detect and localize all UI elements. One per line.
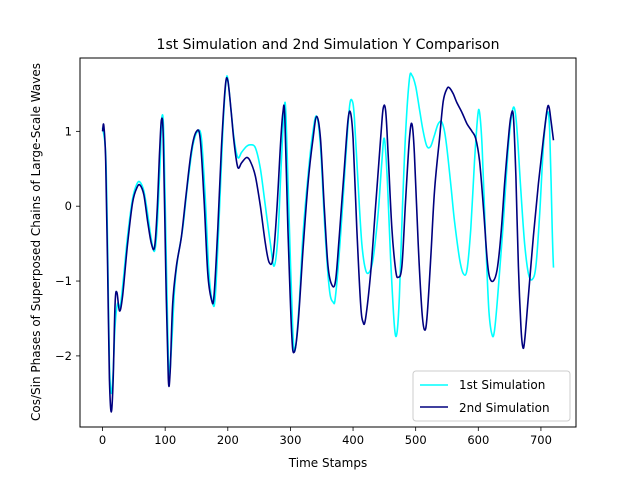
- legend-label-2nd-simulation: 2nd Simulation: [459, 401, 550, 415]
- plot-frame: [79, 57, 577, 428]
- x-tick-label: 700: [530, 433, 552, 447]
- y-tick-label: 1: [65, 124, 72, 138]
- series-line-2nd-simulation: [101, 77, 555, 413]
- x-tick-label: 500: [405, 433, 427, 447]
- x-axis-label: Time Stamps: [288, 456, 367, 470]
- x-tick-label: 600: [467, 433, 489, 447]
- y-tick-label: −2: [55, 349, 72, 363]
- y-tick-label: 0: [65, 199, 72, 213]
- x-tick-label: 300: [279, 433, 301, 447]
- x-tick-label: 100: [154, 433, 176, 447]
- y-axis: −2 −1 0 1: [55, 124, 80, 363]
- y-tick-label: −1: [55, 274, 72, 288]
- chart-title: 1st Simulation and 2nd Simulation Y Comp…: [157, 37, 500, 53]
- x-tick-label: 400: [342, 433, 364, 447]
- legend: 1st Simulation 2nd Simulation: [412, 370, 571, 422]
- x-axis: 0 100 200 300 400 500 600 700: [99, 427, 552, 447]
- y-axis-label: Cos/Sin Phases of Superposed Chains of L…: [29, 63, 43, 421]
- plot-lines: [101, 72, 555, 413]
- x-tick-label: 0: [99, 433, 106, 447]
- legend-label-1st-simulation: 1st Simulation: [459, 378, 545, 392]
- legend-box: [412, 370, 571, 422]
- x-tick-label: 200: [217, 433, 239, 447]
